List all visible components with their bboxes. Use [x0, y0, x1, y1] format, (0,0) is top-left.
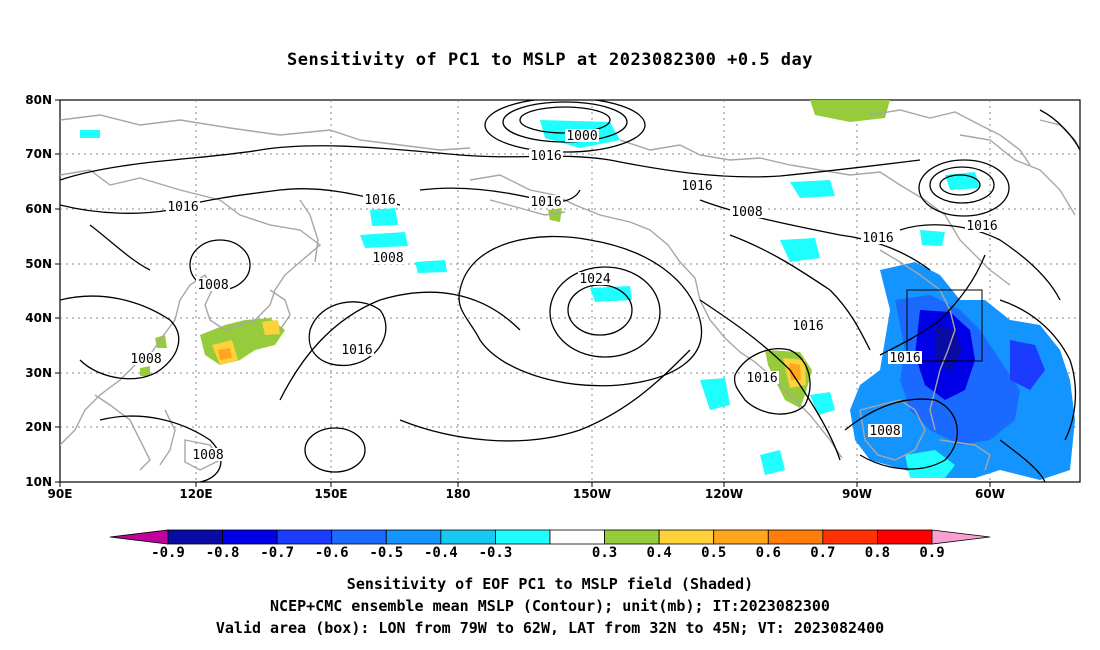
isobar-label: 1016: [341, 343, 372, 358]
sensitivity-shading: [80, 100, 1075, 480]
lon-label: 120W: [705, 487, 743, 501]
colorbar-label: 0.9: [919, 545, 944, 561]
colorbar-segment: [658, 529, 715, 545]
colorbar-label: 0.3: [592, 545, 617, 561]
isobar-label: 1008: [197, 278, 228, 293]
colorbar-label: -0.3: [479, 545, 513, 561]
colorbar: [109, 529, 991, 545]
isobar-label: 1008: [869, 424, 900, 439]
colorbar-label: 0.4: [646, 545, 671, 561]
lon-label: 150W: [573, 487, 611, 501]
lat-label: 70N: [25, 147, 52, 161]
lat-label: 60N: [25, 202, 52, 216]
isobar-label: 1008: [731, 205, 762, 220]
isobar-label: 1016: [862, 231, 893, 246]
isobar-label: 1024: [579, 272, 610, 287]
colorbar-segment: [222, 529, 278, 545]
isobar-label: 1016: [530, 195, 561, 210]
colorbar-label: 0.6: [756, 545, 781, 561]
colorbar-label: -0.7: [260, 545, 294, 561]
lat-label: 20N: [25, 420, 52, 434]
colorbar-label: -0.5: [369, 545, 403, 561]
latitude-labels: 80N 70N 60N 50N 40N 30N 20N 10N: [25, 93, 60, 489]
colorbar-label: 0.8: [865, 545, 890, 561]
lon-label: 90E: [48, 487, 73, 501]
colorbar-segment: [385, 529, 442, 545]
lat-label: 80N: [25, 93, 52, 107]
colorbar-label: -0.4: [424, 545, 458, 561]
isobar-label: 1016: [167, 200, 198, 215]
colorbar-segment: [549, 529, 605, 545]
isobar-labels: 1000 1016 1016 1016 1016 1016 1008 1016 1016 1008…: [129, 129, 999, 463]
colorbar-label: 0.5: [701, 545, 726, 561]
colorbar-segment: [767, 529, 824, 545]
valid-area-box: [906, 289, 983, 362]
colorbar-segment: [822, 529, 878, 545]
isobar-label: 1008: [372, 251, 403, 266]
caption-shading: Sensitivity of EOF PC1 to MSLP field (Sh…: [346, 575, 754, 593]
isobar-label: 1016: [792, 319, 823, 334]
isobar-label: 1016: [966, 219, 997, 234]
isobar-label: 1016: [681, 179, 712, 194]
isobars: [60, 100, 1080, 482]
colorbar-segment: [276, 529, 333, 545]
colorbar-low-arrow: [109, 529, 169, 545]
colorbar-segment: [877, 529, 933, 545]
caption-contour: NCEP+CMC ensemble mean MSLP (Contour); u…: [270, 597, 830, 615]
isobar-label: 1016: [889, 351, 920, 366]
colorbar-label: -0.6: [315, 545, 349, 561]
colorbar-segment: [331, 529, 387, 545]
lon-label: 60W: [975, 487, 1005, 501]
isobar-label: 1000: [566, 129, 597, 144]
lat-label: 40N: [25, 311, 52, 325]
lat-label: 10N: [25, 475, 52, 489]
colorbar-segment: [604, 529, 660, 545]
caption-valid-area: Valid area (box): LON from 79W to 62W, L…: [215, 619, 885, 637]
map-title: Sensitivity of PC1 to MSLP at 2023082300…: [286, 50, 813, 70]
lon-label: 180: [445, 487, 470, 501]
colorbar-segment: [713, 529, 769, 545]
lon-label: 120E: [179, 487, 212, 501]
colorbar-label: -0.9: [151, 545, 185, 561]
lat-label: 50N: [25, 257, 52, 271]
colorbar-high-arrow: [931, 529, 991, 545]
isobar-label: 1016: [364, 193, 395, 208]
longitude-labels: 90E 120E 150E 180 150W 120W 90W 60W: [48, 482, 1005, 501]
colorbar-label: -0.8: [206, 545, 240, 561]
isobar-label: 1016: [530, 149, 561, 164]
colorbar-segment: [495, 529, 551, 545]
colorbar-segment: [440, 529, 496, 545]
lon-label: 150E: [314, 487, 347, 501]
colorbar-segment: [167, 529, 223, 545]
isobar-label: 1008: [192, 448, 223, 463]
lat-label: 30N: [25, 366, 52, 380]
colorbar-labels: -0.9 -0.8 -0.7 -0.6 -0.5 -0.4 -0.3 0.3 0.4 0.5 0.6…: [151, 545, 945, 561]
isobar-label: 1008: [130, 352, 161, 367]
isobar-label: 1016: [746, 371, 777, 386]
lon-label: 90W: [842, 487, 872, 501]
colorbar-label: 0.7: [810, 545, 835, 561]
